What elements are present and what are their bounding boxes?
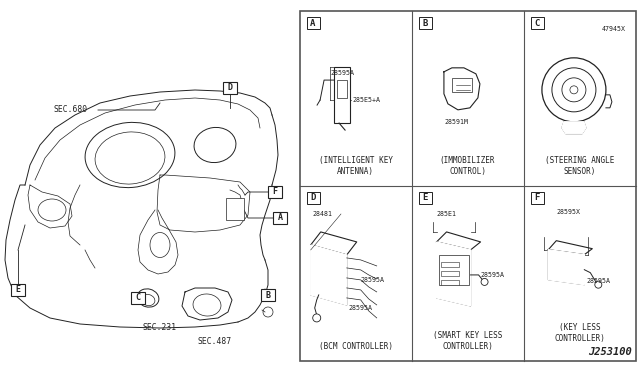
Text: 28595A: 28595A: [330, 70, 354, 76]
Text: B: B: [266, 291, 271, 299]
Circle shape: [263, 307, 273, 317]
Polygon shape: [311, 245, 347, 305]
Bar: [337, 80, 347, 98]
Bar: [334, 67, 350, 123]
Text: (SMART KEY LESS
CONTROLLER): (SMART KEY LESS CONTROLLER): [433, 331, 502, 350]
Ellipse shape: [95, 132, 165, 184]
Text: SEC.487: SEC.487: [198, 337, 232, 346]
Ellipse shape: [38, 199, 66, 221]
Text: C: C: [136, 294, 141, 302]
Bar: [307, 192, 319, 204]
Text: (IMMOBILIZER
CONTROL): (IMMOBILIZER CONTROL): [440, 156, 495, 176]
Bar: [261, 289, 275, 301]
Bar: [438, 255, 468, 285]
Text: 47945X: 47945X: [602, 26, 626, 32]
Text: 28595A: 28595A: [361, 277, 385, 283]
Text: 28591M: 28591M: [445, 119, 469, 125]
Text: 28595X: 28595X: [556, 209, 580, 215]
Circle shape: [570, 86, 578, 94]
Ellipse shape: [194, 128, 236, 163]
Bar: [452, 78, 472, 92]
Text: 28595A: 28595A: [586, 278, 611, 284]
Bar: [419, 192, 431, 204]
Text: F: F: [534, 193, 540, 202]
Text: (STEERING ANGLE
SENSOR): (STEERING ANGLE SENSOR): [545, 156, 614, 176]
Bar: [440, 271, 459, 276]
Text: (INTELLIGENT KEY
ANTENNA): (INTELLIGENT KEY ANTENNA): [319, 156, 392, 176]
Polygon shape: [436, 242, 470, 306]
Polygon shape: [548, 250, 584, 285]
Bar: [223, 82, 237, 94]
Circle shape: [552, 68, 596, 112]
Text: 28595A: 28595A: [481, 272, 504, 278]
Bar: [440, 280, 459, 285]
Circle shape: [562, 78, 586, 102]
Text: 285E1: 285E1: [436, 211, 456, 217]
Text: F: F: [273, 187, 278, 196]
Bar: [131, 292, 145, 304]
Circle shape: [595, 281, 602, 288]
Text: J253100: J253100: [588, 347, 632, 357]
Text: (KEY LESS
CONTROLLER): (KEY LESS CONTROLLER): [554, 323, 605, 343]
Ellipse shape: [193, 294, 221, 316]
Bar: [273, 212, 287, 224]
Bar: [11, 284, 25, 296]
Text: B: B: [422, 19, 428, 28]
Bar: [531, 192, 543, 204]
Text: SEC.231: SEC.231: [143, 324, 177, 333]
Text: E: E: [15, 285, 20, 295]
Text: E: E: [422, 193, 428, 202]
Ellipse shape: [150, 232, 170, 257]
Text: 285E5+A: 285E5+A: [352, 97, 380, 103]
Text: A: A: [310, 19, 316, 28]
Ellipse shape: [85, 122, 175, 187]
Circle shape: [313, 314, 321, 322]
Polygon shape: [562, 122, 586, 134]
Bar: [531, 17, 543, 29]
Ellipse shape: [141, 294, 155, 306]
Text: (BCM CONTROLLER): (BCM CONTROLLER): [319, 342, 392, 351]
Bar: [419, 17, 431, 29]
Text: D: D: [310, 193, 316, 202]
Text: 28595A: 28595A: [349, 305, 372, 311]
Bar: [268, 186, 282, 198]
Text: C: C: [534, 19, 540, 28]
Circle shape: [481, 278, 488, 285]
Bar: [300, 11, 636, 361]
Bar: [307, 17, 319, 29]
Text: A: A: [278, 214, 282, 222]
Text: 28481: 28481: [313, 211, 333, 217]
Text: SEC.680: SEC.680: [54, 106, 88, 115]
Ellipse shape: [137, 289, 159, 307]
Circle shape: [542, 58, 606, 122]
Bar: [226, 198, 244, 220]
Bar: [440, 262, 459, 267]
Polygon shape: [444, 68, 480, 110]
Text: D: D: [227, 83, 232, 93]
